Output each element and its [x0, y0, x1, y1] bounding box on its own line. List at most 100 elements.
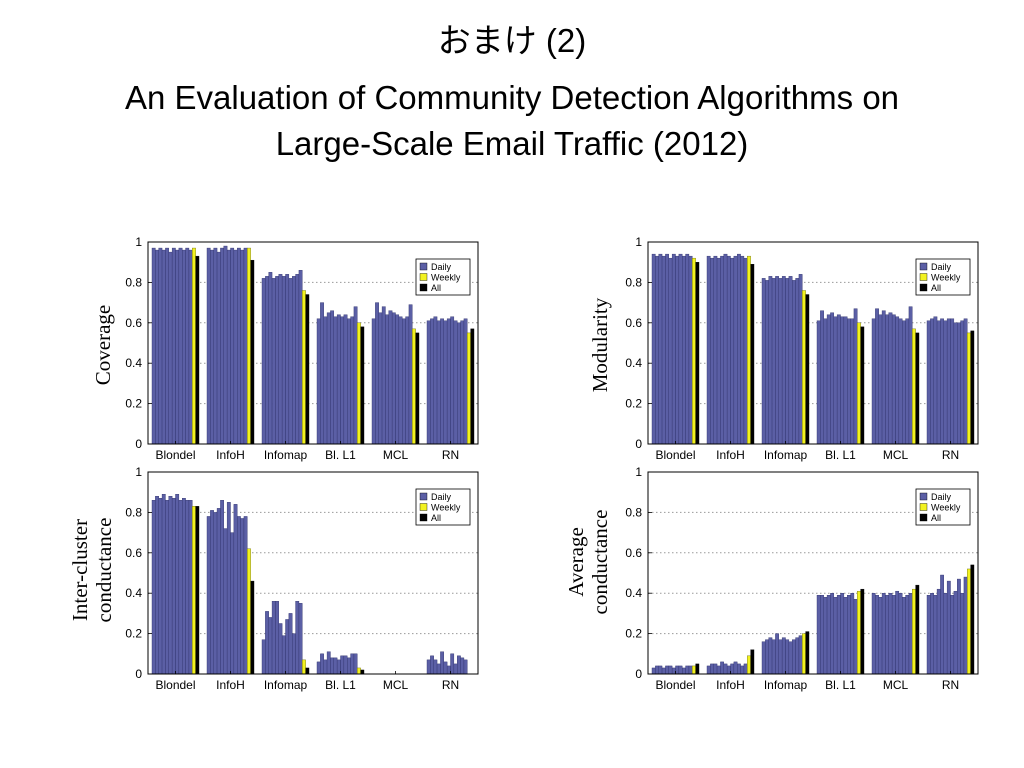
bar-daily — [885, 314, 889, 445]
bar-daily — [710, 257, 714, 445]
bar-daily — [298, 603, 303, 675]
bar-daily — [881, 592, 886, 675]
x-tick-label: MCL — [883, 448, 909, 462]
bar-daily — [902, 597, 906, 675]
bar-daily — [826, 314, 831, 445]
bar-daily — [688, 255, 693, 445]
bar-daily — [768, 276, 773, 445]
bar-daily — [833, 597, 838, 675]
bar-daily — [720, 255, 724, 445]
legend-swatch — [919, 262, 928, 271]
bar-daily — [210, 510, 214, 675]
bar-daily — [285, 619, 290, 675]
x-tick-label: Blondel — [155, 678, 195, 692]
x-tick-label: RN — [942, 678, 959, 692]
plot-frame — [647, 241, 979, 445]
bar-daily — [963, 318, 968, 445]
bar-daily — [185, 247, 190, 445]
slide-title-line-2: An Evaluation of Community Detection Alg… — [124, 79, 900, 116]
bar-daily — [843, 316, 848, 445]
legend-label: Daily — [931, 492, 952, 502]
bar-daily — [875, 308, 879, 445]
y-tick-label: 1 — [135, 465, 142, 479]
bar-daily — [743, 257, 748, 445]
bar-daily — [665, 253, 669, 445]
y-tick-label: 1 — [635, 235, 642, 249]
x-tick-label: Bl. L1 — [825, 448, 856, 462]
inter-cluster-conductance-ylabel: Inter-cluster conductance — [68, 517, 116, 623]
bar-daily — [347, 318, 351, 445]
bar-daily — [265, 611, 269, 675]
x-tick-label: MCL — [383, 448, 409, 462]
legend-swatch — [419, 513, 428, 522]
x-tick-label: MCL — [883, 678, 909, 692]
y-tick-label: 0.4 — [625, 356, 642, 370]
bar-all — [860, 326, 865, 445]
bar-daily — [220, 247, 224, 445]
bar-daily — [171, 498, 176, 675]
bar-daily — [678, 253, 683, 445]
bar-daily — [905, 318, 910, 445]
bar-daily — [682, 255, 686, 445]
bar-daily — [960, 320, 965, 445]
bar-weekly — [802, 290, 806, 445]
bar-daily — [398, 316, 403, 445]
bar-all — [305, 667, 310, 675]
coverage-chart: Blondel InfoH Infomap Bl. L1 MCL RN 0 0.2 0.4 0.6… — [125, 235, 479, 462]
bar-daily — [182, 498, 186, 675]
bar-daily — [385, 314, 389, 445]
bar-daily — [430, 655, 434, 675]
x-tick-label: MCL — [383, 678, 409, 692]
bar-daily — [743, 663, 748, 675]
bar-daily — [720, 661, 724, 675]
y-tick-label: 0.6 — [625, 546, 642, 560]
x-tick-label: Bl. L1 — [825, 678, 856, 692]
bar-daily — [940, 318, 944, 445]
bar-daily — [651, 253, 656, 445]
bar-daily — [426, 320, 431, 445]
bar-daily — [343, 655, 348, 675]
x-tick-label: RN — [942, 448, 959, 462]
x-tick-label: Infomap — [264, 678, 308, 692]
bar-daily — [661, 255, 666, 445]
bar-daily — [853, 308, 858, 445]
bar-daily — [278, 274, 283, 445]
bar-daily — [823, 318, 828, 445]
bar-daily — [408, 304, 413, 445]
bar-all — [695, 663, 700, 675]
bar-weekly — [802, 633, 806, 675]
bar-all — [805, 294, 810, 445]
bar-daily — [226, 249, 231, 445]
bar-daily — [151, 500, 156, 675]
bar-daily — [878, 597, 883, 675]
bar-daily — [716, 665, 721, 675]
bar-daily — [151, 247, 156, 445]
bar-daily — [891, 595, 896, 675]
legend-label: Daily — [931, 262, 952, 272]
average-conductance-chart: Blondel InfoH Infomap Bl. L1 MCL RN 0 0.2 0.4 0.6… — [625, 465, 979, 692]
bar-weekly — [912, 588, 916, 675]
bar-all — [695, 262, 700, 445]
y-tick-label: 0.8 — [625, 505, 642, 519]
bar-daily — [171, 247, 176, 445]
bar-daily — [378, 312, 383, 445]
x-tick-label: InfoH — [216, 678, 245, 692]
bar-daily — [316, 318, 321, 445]
bar-daily — [188, 500, 193, 675]
bar-weekly — [692, 257, 696, 445]
bar-daily — [785, 639, 790, 675]
bar-daily — [795, 637, 800, 675]
bar-weekly — [357, 667, 361, 675]
bar-daily — [960, 592, 965, 675]
bar-daily — [185, 500, 190, 675]
legend-label: Weekly — [931, 503, 961, 513]
bar-all — [860, 588, 865, 675]
bar-daily — [446, 665, 451, 675]
bar-daily — [330, 310, 334, 445]
bar-daily — [213, 512, 218, 675]
bar-daily — [685, 665, 690, 675]
bar-all — [750, 649, 755, 675]
bar-daily — [930, 318, 934, 445]
bar-weekly — [247, 247, 251, 445]
bar-daily — [240, 518, 245, 675]
